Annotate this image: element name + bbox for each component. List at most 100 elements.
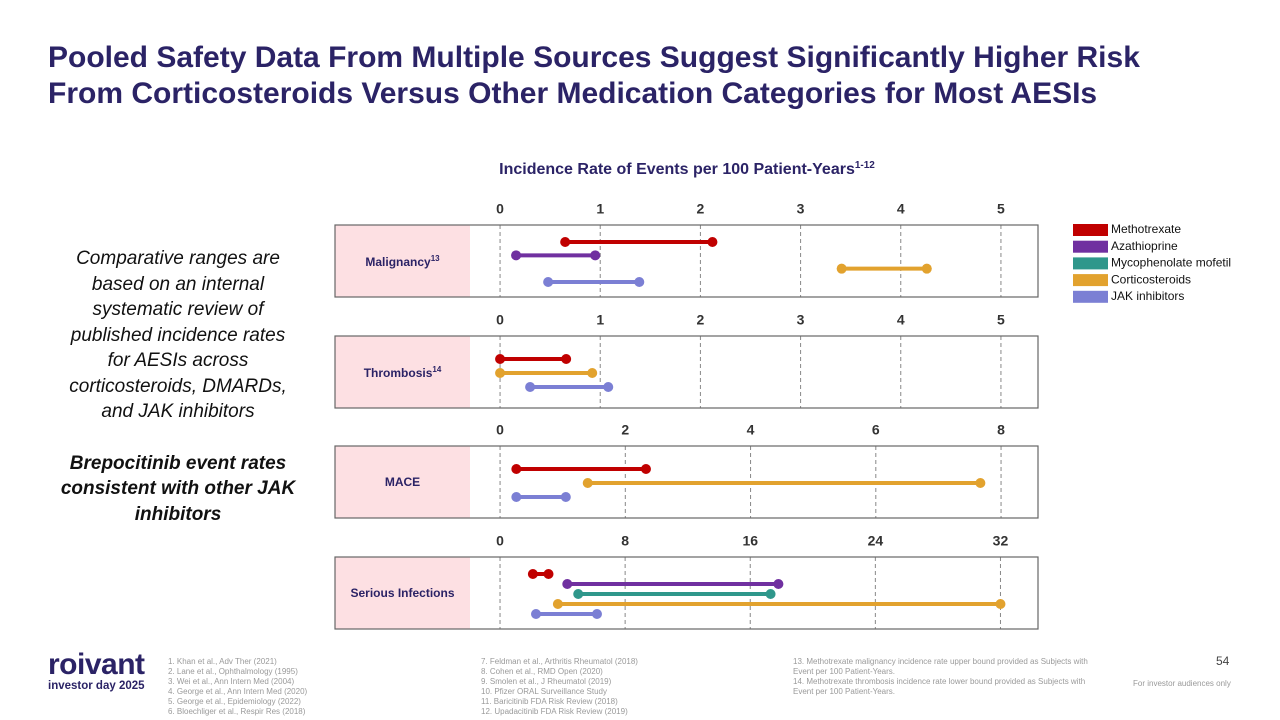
x-tick-label: 6: [872, 422, 880, 438]
category-cell: [335, 225, 470, 297]
range-low: [530, 609, 541, 619]
category-label: MACE: [335, 446, 470, 518]
slide-title: Pooled Safety Data From Multiple Sources…: [48, 40, 1140, 112]
range-low: [511, 250, 522, 261]
range-low: [511, 464, 522, 474]
range-high: [543, 569, 554, 579]
legend-label: Mycophenolate mofetil: [1111, 256, 1231, 270]
panel-frame: [334, 445, 1039, 519]
legend-swatch: [1073, 224, 1108, 236]
x-tick-label: 0: [496, 533, 504, 549]
chart-title: Incidence Rate of Events per 100 Patient…: [499, 160, 875, 179]
panel-frame: [334, 335, 1039, 409]
range-high: [634, 277, 645, 287]
x-tick-label: 0: [496, 201, 504, 217]
range-low: [562, 579, 573, 589]
x-tick-label: 2: [697, 312, 705, 328]
range-high: [975, 478, 986, 488]
category-cell: [335, 446, 470, 518]
x-tick-label: 2: [621, 422, 629, 438]
category-name: MACE: [384, 475, 421, 489]
range-low: [582, 478, 593, 488]
footnote: 12. Upadacitinib FDA Risk Review (2019): [481, 707, 628, 716]
x-tick-label: 8: [997, 422, 1005, 438]
disclaimer: For investor audiences only: [1133, 679, 1231, 688]
legend-label: JAK inhibitors: [1111, 289, 1184, 303]
category-name: Thrombosis: [363, 365, 433, 380]
category-text: Malignancy13: [365, 254, 439, 269]
range-high: [707, 237, 718, 247]
category-text: Serious Infections: [350, 586, 454, 600]
highlight-text: Brepocitinib event rates consistent with…: [60, 452, 296, 525]
footnote: 9. Smolen et al., J Rheumatol (2019): [481, 677, 612, 686]
x-tick-label: 3: [797, 201, 805, 217]
range-high: [561, 354, 572, 364]
range-high: [921, 263, 932, 274]
range-low: [573, 589, 584, 599]
title-line: Pooled Safety Data From Multiple Sources…: [48, 41, 1140, 74]
page-number: 54: [1216, 654, 1230, 668]
legend-swatch: [1073, 290, 1108, 303]
range-high: [773, 579, 784, 589]
category-cell: [335, 557, 470, 629]
range-low: [543, 277, 554, 287]
x-tick-label: 8: [621, 533, 629, 549]
range-low: [560, 237, 571, 247]
footnote: 14. Methotrexate thrombosis incidence ra…: [793, 677, 1086, 696]
category-label-box: MACE: [335, 446, 470, 518]
x-tick-label: 3: [797, 312, 805, 328]
range-low: [552, 599, 563, 609]
title-line: From Corticosteroids Versus Other Medica…: [48, 77, 1098, 110]
range-low: [525, 382, 536, 392]
category-note: 14: [432, 364, 442, 374]
footnote: 6. Bloechliger et al., Respir Res (2018): [168, 707, 306, 716]
x-tick-label: 24: [868, 533, 884, 549]
x-tick-label: 2: [697, 201, 705, 217]
category-label: Serious Infections: [335, 557, 470, 629]
legend-label: Methotrexate: [1111, 222, 1181, 236]
category-label-box: Thrombosis14: [335, 336, 470, 408]
footnote: 2. Lane et al., Ophthalmology (1995): [168, 667, 298, 676]
footnote: 8. Cohen et al., RMD Open (2020): [481, 667, 603, 676]
x-tick-label: 5: [997, 312, 1005, 328]
chart-title-note: 1-12: [855, 160, 875, 171]
x-tick-label: 0: [496, 312, 504, 328]
footnote: 10. Pfizer ORAL Surveillance Study: [481, 687, 607, 696]
panel-frame: [334, 224, 1039, 298]
legend-label: Azathioprine: [1111, 239, 1178, 253]
category-label-box: Serious Infections: [335, 557, 470, 629]
legend-swatch: [1073, 274, 1108, 287]
footnotes: 1. Khan et al., Adv Ther (2021) 2. Lane e…: [168, 657, 307, 717]
category-name: Malignancy: [365, 254, 431, 269]
range-low: [527, 569, 538, 579]
x-tick-label: 4: [897, 201, 905, 217]
category-text: MACE: [385, 475, 420, 489]
footnote: 1. Khan et al., Adv Ther (2021): [168, 657, 277, 666]
range-high: [590, 250, 601, 261]
legend-label: Corticosteroids: [1111, 272, 1191, 286]
range-high: [587, 368, 598, 378]
category-note: 13: [430, 253, 440, 263]
logo-name: roivant: [48, 648, 145, 681]
range-high: [995, 599, 1006, 609]
category-label: Malignancy13: [335, 225, 470, 297]
x-tick-label: 1: [596, 312, 604, 328]
category-text: Thrombosis14: [364, 365, 442, 380]
range-high: [591, 609, 602, 619]
range-low: [495, 354, 506, 364]
category-label-box: Malignancy13: [335, 225, 470, 297]
footnote: 7. Feldman et al., Arthritis Rheumatol (…: [481, 657, 638, 666]
range-low: [511, 492, 522, 502]
range-low: [836, 263, 847, 274]
panel-frame: [334, 556, 1039, 630]
x-tick-label: 4: [747, 422, 755, 438]
x-tick-label: 5: [997, 201, 1005, 217]
range-high: [603, 382, 614, 392]
footnotes: 13. Methotrexate malignancy incidence ra…: [793, 657, 1093, 697]
footnote: 13. Methotrexate malignancy incidence ra…: [793, 657, 1088, 676]
range-low: [495, 368, 506, 378]
logo: roivant investor day 2025: [48, 648, 145, 693]
category-label: Thrombosis14: [335, 336, 470, 408]
x-tick-label: 32: [993, 533, 1009, 549]
